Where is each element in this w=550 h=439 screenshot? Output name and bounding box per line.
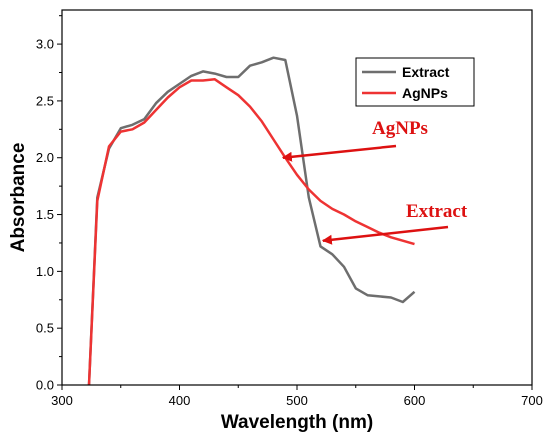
- x-tick-label: 700: [521, 393, 543, 408]
- legend: Extract AgNPs: [355, 57, 475, 107]
- series-line-extract: [87, 56, 416, 386]
- x-tick-label: 500: [286, 393, 308, 408]
- x-axis-ticks: 300 400 500 600 700: [51, 385, 543, 408]
- legend-box: [355, 57, 475, 107]
- y-axis-title: Absorbance: [8, 143, 29, 253]
- y-tick-label: 2.0: [36, 150, 54, 165]
- y-tick-label: 0.0: [36, 378, 54, 393]
- legend-label-extract: Extract: [402, 64, 450, 80]
- series-layer: [87, 56, 416, 386]
- y-tick-label: 1.5: [36, 207, 54, 222]
- annotation-label-extract: Extract: [406, 201, 468, 222]
- x-axis-title: Wavelength (nm): [221, 412, 373, 433]
- x-tick-label: 600: [404, 393, 426, 408]
- annotations: AgNPs Extract: [281, 118, 468, 245]
- annotation-arrow-extract: [321, 225, 449, 245]
- y-tick-label: 3.0: [36, 37, 54, 52]
- y-tick-label: 2.5: [36, 93, 54, 108]
- y-tick-label: 1.0: [36, 264, 54, 279]
- legend-label-agnps: AgNPs: [402, 85, 448, 101]
- x-tick-label: 400: [169, 393, 191, 408]
- annotation-label-agnps: AgNPs: [372, 118, 428, 139]
- annotation-arrow-agnps: [281, 144, 397, 162]
- series-line-agnps: [87, 78, 415, 386]
- y-tick-label: 0.5: [36, 321, 54, 336]
- y-axis-ticks: 0.0 0.5 1.0 1.5 2.0 2.5 3.0: [36, 15, 62, 393]
- x-tick-label: 300: [51, 393, 73, 408]
